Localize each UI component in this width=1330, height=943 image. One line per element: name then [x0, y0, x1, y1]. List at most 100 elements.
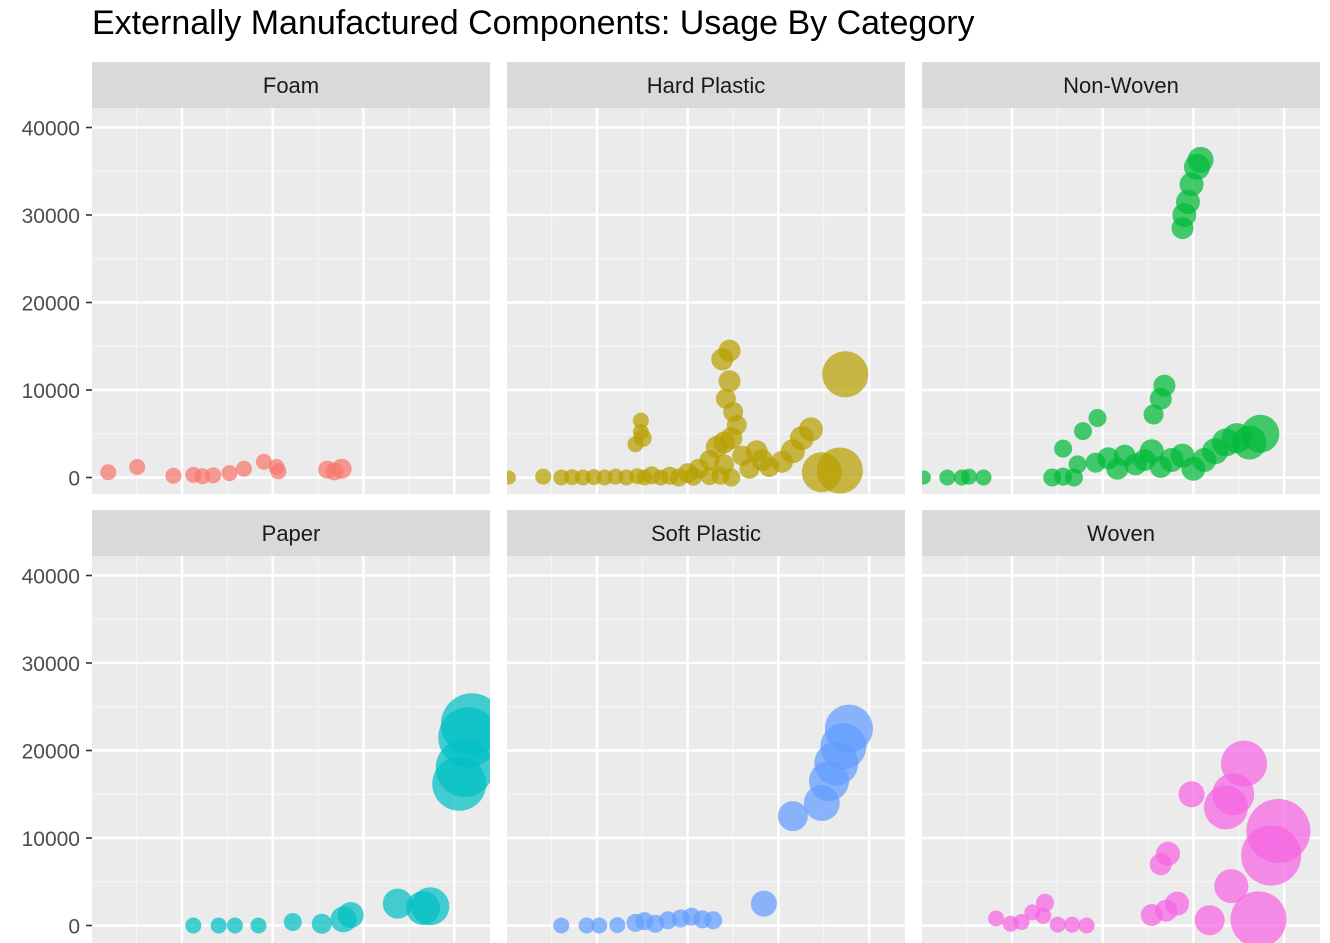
y-tick-label: 0 [68, 916, 80, 939]
data-point [406, 891, 441, 925]
data-point [1214, 869, 1249, 904]
points-hard-plastic [507, 339, 869, 494]
data-point [1078, 917, 1095, 934]
panel-background [507, 108, 905, 494]
points-paper [185, 693, 490, 934]
facet-non-woven: Non-Woven [922, 62, 1320, 494]
data-point [235, 460, 252, 477]
data-point [975, 469, 992, 486]
data-point [1194, 905, 1225, 936]
facet-soft-plastic: Soft Plastic [507, 510, 905, 943]
data-point [1088, 409, 1107, 427]
data-point [311, 913, 332, 934]
points-soft-plastic [553, 704, 873, 934]
data-point [129, 459, 146, 475]
chart-title: Externally Manufactured Components: Usag… [92, 4, 975, 42]
data-point [922, 470, 931, 485]
data-point [1241, 825, 1302, 886]
facet-strip [507, 62, 905, 108]
y-tick-label: 10000 [22, 380, 80, 403]
data-point [432, 756, 487, 811]
data-point [713, 431, 736, 454]
data-point [722, 468, 741, 487]
y-tick-label: 40000 [22, 118, 80, 141]
y-tick-label: 0 [68, 468, 80, 491]
data-point [1212, 773, 1255, 816]
data-point [627, 436, 644, 453]
points-woven [988, 740, 1311, 943]
data-point [255, 453, 272, 470]
data-point [777, 801, 808, 832]
data-point [553, 917, 570, 934]
y-tick-label: 30000 [22, 653, 80, 676]
facet-label: Non-Woven [1063, 73, 1179, 98]
data-point [1187, 146, 1214, 173]
data-point [632, 412, 649, 429]
data-point [609, 917, 626, 934]
data-point [1192, 448, 1217, 472]
y-tick-label: 30000 [22, 205, 80, 228]
facet-strip [92, 510, 490, 556]
data-point [1143, 404, 1164, 425]
data-point [632, 424, 649, 440]
data-point [803, 785, 840, 821]
data-point [1068, 455, 1087, 474]
data-point [591, 917, 608, 934]
data-point [723, 401, 744, 422]
data-point [210, 917, 227, 934]
data-point [221, 465, 238, 482]
y-tick-label: 10000 [22, 828, 80, 851]
data-point [226, 917, 243, 934]
data-point [283, 913, 302, 931]
data-point [684, 467, 703, 486]
data-point [718, 339, 741, 362]
data-point [718, 370, 741, 393]
data-point [165, 467, 182, 484]
data-point [337, 902, 364, 928]
data-point [822, 351, 869, 398]
data-point [636, 469, 653, 486]
data-point [961, 468, 978, 485]
data-point [100, 464, 117, 481]
points-foam [100, 453, 352, 485]
data-point [250, 917, 267, 934]
data-point [704, 911, 723, 930]
data-point [1085, 452, 1106, 473]
y-tick-label: 20000 [22, 741, 80, 764]
data-point [669, 468, 688, 487]
data-point [798, 417, 823, 442]
facet-hard-plastic: Hard Plastic [507, 62, 905, 494]
facet-strip [92, 62, 490, 108]
facet-label: Soft Plastic [651, 521, 761, 546]
data-point [652, 469, 669, 486]
y-tick-label: 20000 [22, 293, 80, 316]
facet-strip [922, 62, 1320, 108]
data-point [578, 917, 595, 934]
data-point [988, 910, 1005, 927]
data-point [1153, 374, 1176, 397]
data-point [1178, 781, 1205, 808]
data-point [1036, 893, 1055, 912]
data-point [325, 462, 344, 481]
data-point [205, 467, 222, 484]
facet-label: Foam [263, 73, 319, 98]
data-point [1049, 916, 1066, 933]
data-point [739, 458, 760, 479]
data-point [759, 457, 780, 477]
y-tick-label: 40000 [22, 566, 80, 589]
facet-label: Woven [1087, 521, 1155, 546]
data-point [1064, 916, 1081, 933]
data-point [1074, 422, 1093, 441]
data-point [185, 917, 202, 934]
data-point [1054, 439, 1073, 458]
points-non-woven [922, 146, 1280, 487]
facet-label: Paper [262, 521, 321, 546]
data-point [939, 469, 956, 486]
data-point [535, 468, 552, 485]
data-point [382, 888, 413, 919]
panel-background [92, 108, 490, 494]
data-point [1035, 907, 1052, 924]
facet-strip [922, 510, 1320, 556]
data-point [1149, 853, 1172, 876]
